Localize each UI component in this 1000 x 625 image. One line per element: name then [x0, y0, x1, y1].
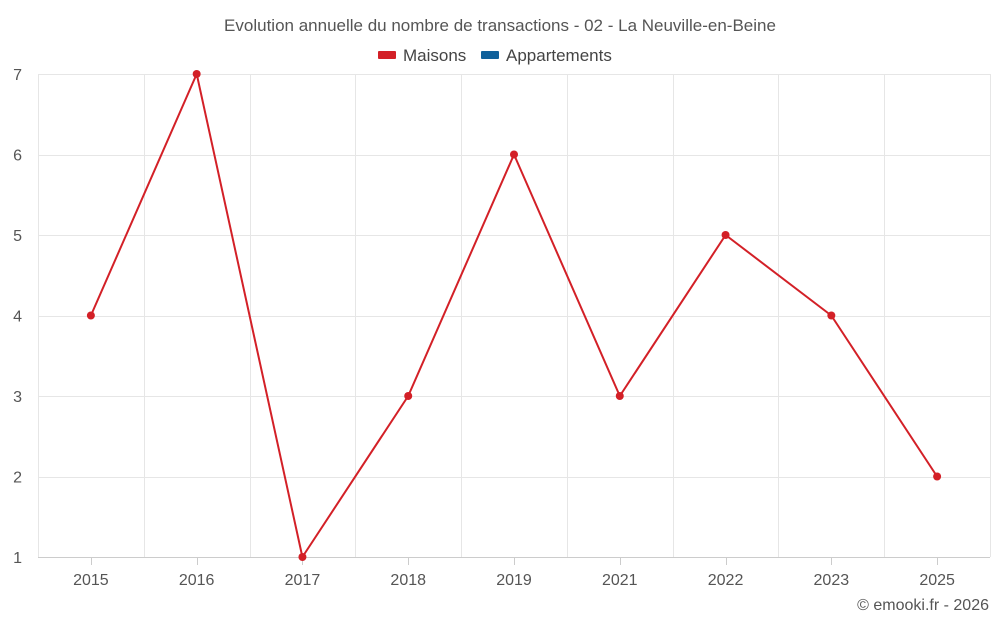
series: [86, 70, 942, 561]
x-tick-label: 2025: [919, 572, 955, 589]
data-point-maisons-2021[interactable]: [615, 392, 624, 400]
data-point-maisons-2022[interactable]: [721, 231, 730, 239]
y-tick-label: 7: [13, 67, 22, 84]
series-line-maisons: [89, 73, 938, 558]
credit-text[interactable]: © emooki.fr - 2026: [857, 597, 989, 614]
legend-swatch-appartements: [481, 51, 499, 59]
x-tick-label: 2016: [179, 572, 215, 589]
legend-label-maisons: Maisons: [403, 46, 466, 65]
y-tick-label: 6: [13, 148, 22, 165]
data-point-maisons-2017[interactable]: [298, 553, 307, 561]
y-tick-label: 1: [13, 550, 22, 567]
y-tick-label: 5: [13, 228, 22, 245]
legend: Maisons Appartements: [378, 46, 612, 65]
legend-label-appartements: Appartements: [506, 46, 612, 65]
y-axis-ticks: 1 2 3 4 5 6 7: [13, 67, 22, 567]
data-point-maisons-2019[interactable]: [510, 150, 518, 159]
x-tick-label: 2015: [73, 572, 109, 589]
x-tick-label: 2018: [390, 572, 426, 589]
x-tick-label: 2022: [708, 572, 744, 589]
data-point-maisons-2018[interactable]: [404, 392, 413, 400]
grid: [38, 74, 991, 557]
data-point-maisons-2016[interactable]: [192, 70, 201, 78]
y-tick-label: 4: [13, 309, 22, 326]
legend-item-maisons[interactable]: Maisons: [378, 46, 466, 65]
data-point-maisons-2025[interactable]: [933, 472, 942, 481]
y-tick-label: 2: [13, 470, 22, 487]
x-tick-label: 2017: [285, 572, 321, 589]
legend-swatch-maisons: [378, 51, 396, 59]
chart-title: Evolution annuelle du nombre de transact…: [224, 16, 776, 35]
x-tick-label: 2023: [814, 572, 850, 589]
y-tick-label: 3: [13, 389, 22, 406]
data-point-maisons-2023[interactable]: [827, 311, 836, 320]
data-point-maisons-2015[interactable]: [86, 311, 95, 320]
legend-item-appartements[interactable]: Appartements: [481, 46, 612, 65]
x-tick-label: 2019: [496, 572, 532, 589]
x-tick-label: 2021: [602, 572, 638, 589]
x-axis-ticks: 2015 2016 2017 2018 2019 2021 2022 2023 2025: [73, 557, 955, 589]
